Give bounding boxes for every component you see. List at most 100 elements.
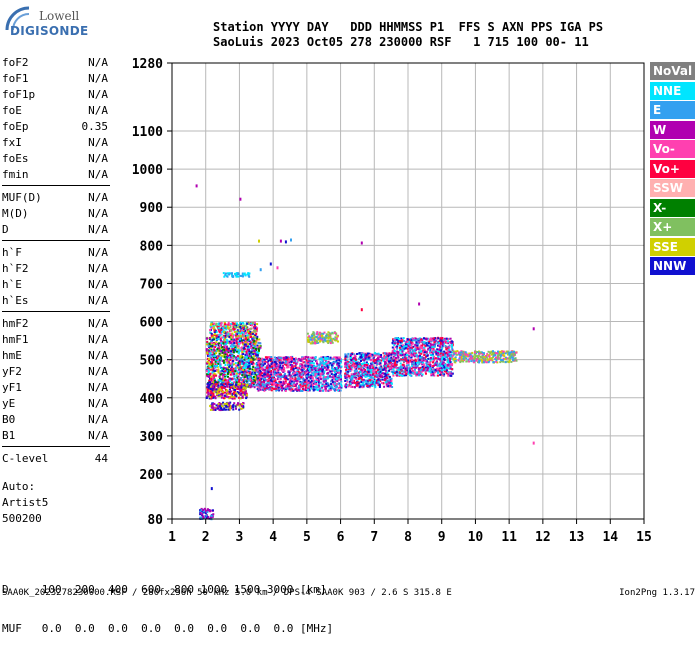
echo-point	[285, 375, 287, 377]
echo-point	[377, 381, 379, 383]
echo-point	[322, 369, 324, 371]
echo-point	[316, 389, 318, 391]
echo-point	[246, 394, 248, 396]
echo-point	[279, 359, 281, 361]
echo-point	[323, 380, 325, 382]
chart-data-marks	[196, 184, 535, 520]
echo-point	[235, 375, 237, 377]
echo-point	[243, 350, 245, 352]
echo-point	[209, 337, 211, 339]
echo-point	[238, 405, 240, 407]
echo-point	[307, 373, 309, 375]
echo-point	[403, 340, 405, 342]
echo-point	[237, 345, 239, 347]
echo-point	[258, 358, 260, 360]
echo-point	[216, 389, 218, 391]
echo-point	[206, 343, 208, 345]
echo-point	[367, 374, 369, 376]
echo-point	[213, 348, 215, 350]
echo-point	[382, 369, 384, 371]
echo-point	[314, 371, 316, 373]
echo-point	[319, 390, 321, 392]
echo-point	[327, 362, 329, 364]
echo-point	[334, 383, 336, 385]
echo-point	[259, 342, 261, 344]
echo-point	[271, 387, 273, 389]
echo-point	[242, 371, 244, 373]
echo-point	[226, 342, 228, 344]
echo-point	[273, 382, 275, 384]
echo-point	[283, 381, 285, 383]
echo-point	[222, 336, 224, 338]
echo-point	[302, 361, 304, 363]
echo-point	[341, 385, 343, 387]
echo-point	[208, 371, 210, 373]
echo-point	[370, 382, 372, 384]
echo-point	[374, 355, 376, 357]
echo-point	[323, 363, 325, 365]
echo-point	[301, 364, 303, 366]
echo-point	[253, 376, 255, 378]
echo-point	[340, 381, 342, 383]
chart-grid	[172, 63, 644, 519]
echo-point	[215, 375, 217, 377]
echo-point	[374, 352, 376, 354]
echo-point	[260, 347, 262, 349]
echo-point	[220, 357, 222, 359]
echo-point	[332, 363, 334, 365]
echo-point	[350, 362, 352, 364]
echo-point	[331, 373, 333, 375]
echo-point	[234, 370, 236, 372]
echo-point	[248, 379, 250, 381]
echo-point	[235, 406, 237, 408]
echo-point	[298, 387, 300, 389]
echo-point	[217, 363, 219, 365]
echo-point	[323, 375, 325, 377]
echo-point	[354, 355, 356, 357]
echo-point	[228, 322, 230, 324]
echo-point	[354, 367, 356, 369]
echo-point	[215, 397, 217, 399]
echo-point	[256, 336, 258, 338]
echo-point	[244, 380, 246, 382]
echo-point	[400, 363, 402, 365]
echo-point	[338, 356, 340, 358]
echo-point	[350, 359, 352, 361]
echo-point	[210, 378, 212, 380]
echo-point	[235, 365, 237, 367]
echo-point	[385, 365, 387, 367]
echo-point	[296, 372, 298, 374]
echo-point	[329, 375, 331, 377]
echo-point	[384, 373, 386, 375]
echo-point	[320, 368, 322, 370]
echo-point	[255, 333, 257, 335]
echo-point	[396, 348, 398, 350]
echo-point	[219, 380, 221, 382]
echo-point	[350, 383, 352, 385]
echo-point	[308, 368, 310, 370]
echo-point	[322, 333, 324, 335]
echo-point	[209, 362, 211, 364]
echo-point	[310, 357, 312, 359]
echo-point	[223, 368, 225, 370]
echo-point	[242, 369, 244, 371]
echo-point	[317, 338, 319, 340]
echo-point	[374, 386, 376, 388]
echo-point	[252, 373, 254, 375]
echo-point	[218, 336, 220, 338]
echo-point	[221, 387, 223, 389]
echo-point	[312, 342, 314, 344]
echo-point	[275, 380, 277, 382]
echo-point	[245, 390, 247, 392]
echo-point	[310, 381, 312, 383]
echo-point	[220, 333, 222, 335]
echo-point	[414, 355, 416, 357]
echo-point	[222, 409, 224, 411]
echo-point	[299, 373, 301, 375]
echo-point	[321, 335, 323, 337]
echo-point	[362, 382, 364, 384]
echo-point	[375, 374, 377, 376]
echo-point	[228, 403, 230, 405]
echo-point	[263, 373, 265, 375]
echo-point	[291, 376, 293, 378]
